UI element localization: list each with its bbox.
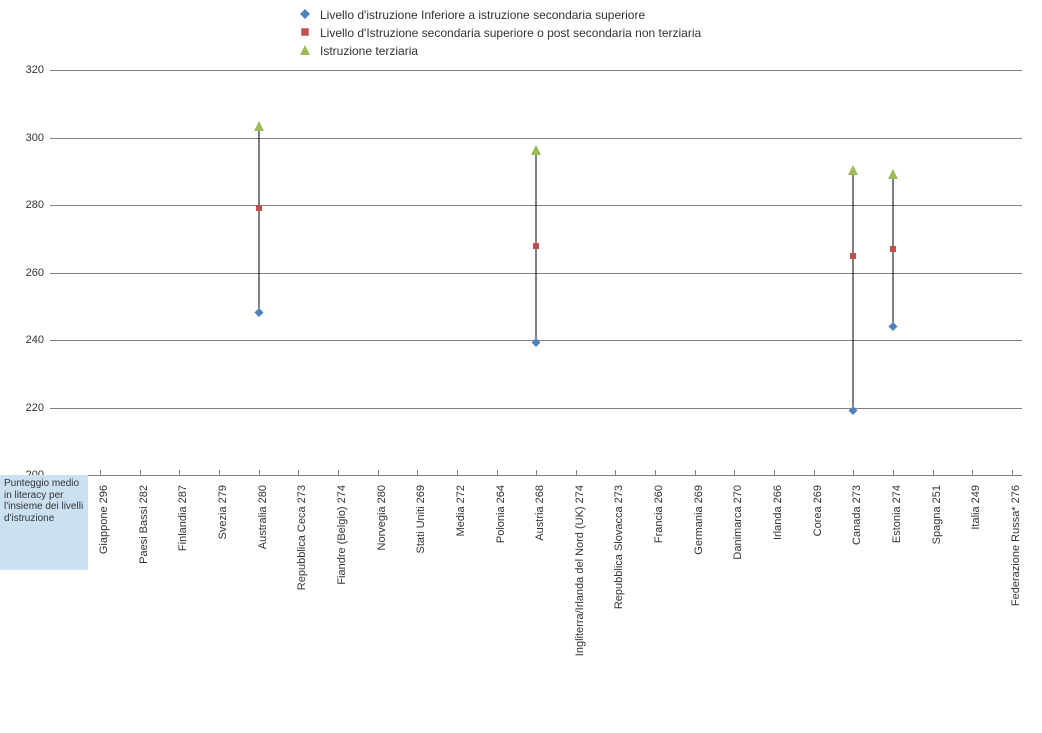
x-tick <box>259 470 260 475</box>
x-tick <box>100 470 101 475</box>
y-tick-label: 220 <box>26 402 44 414</box>
x-tick-label: Media 272 <box>455 485 467 536</box>
y-tick-label: 280 <box>26 199 44 211</box>
x-tick-label: Austria 268 <box>534 485 546 541</box>
legend-item: Livello d'istruzione Inferiore a istruzi… <box>300 8 701 22</box>
series-stem <box>258 127 259 313</box>
triangle-icon <box>888 166 898 184</box>
x-tick <box>695 470 696 475</box>
square-icon <box>255 199 263 217</box>
x-axis: Giappone 296 Paesi Bassi 282 Finlandia 287… <box>50 475 1022 733</box>
x-tick <box>893 470 894 475</box>
x-tick-label: Corea 269 <box>812 485 824 536</box>
x-tick <box>417 470 418 475</box>
x-tick-label: Fiandre (Belgio) 274 <box>336 485 348 585</box>
square-icon <box>532 237 540 255</box>
triangle-icon <box>254 118 264 136</box>
corner-label-text: Punteggio medio in literacy per l'insiem… <box>4 478 83 524</box>
diamond-icon <box>889 318 898 336</box>
x-tick-label: Svezia 279 <box>217 485 229 539</box>
gridline <box>50 408 1022 409</box>
x-tick-label: Norvegia 280 <box>376 485 388 550</box>
gridline <box>50 70 1022 71</box>
legend-label: Livello d'Istruzione secondaria superior… <box>320 26 701 40</box>
x-tick-label: Australia 280 <box>257 485 269 549</box>
x-tick <box>179 470 180 475</box>
y-tick-label: 320 <box>26 64 44 76</box>
triangle-icon <box>848 162 858 180</box>
x-tick <box>972 470 973 475</box>
diamond-icon <box>254 304 263 322</box>
x-tick-label: Finlandia 287 <box>177 485 189 551</box>
x-tick-label: Federazione Russa* 276 <box>1010 485 1022 606</box>
series-stem <box>853 171 854 411</box>
x-tick-label: Polonia 264 <box>495 485 507 543</box>
x-tick <box>298 470 299 475</box>
x-tick-label: Ingliterra/Irlanda del Nord (UK) 274 <box>574 485 586 656</box>
x-tick-label: Irlanda 266 <box>772 485 784 540</box>
diamond-icon <box>300 8 314 22</box>
x-tick <box>457 470 458 475</box>
square-icon <box>849 247 857 265</box>
x-tick-label: Estonia 274 <box>891 485 903 543</box>
x-tick-label: Spagna 251 <box>931 485 943 544</box>
x-tick-label: Giappone 296 <box>98 485 110 554</box>
triangle-icon <box>531 142 541 160</box>
x-tick-label: Francia 260 <box>653 485 665 543</box>
square-icon <box>300 26 314 40</box>
x-tick <box>536 470 537 475</box>
y-tick-label: 300 <box>26 132 44 144</box>
x-tick <box>219 470 220 475</box>
x-tick <box>655 470 656 475</box>
x-tick-label: Repubblica Ceca 273 <box>296 485 308 590</box>
x-tick-label: Italia 249 <box>970 485 982 530</box>
triangle-icon <box>300 44 314 58</box>
x-tick <box>576 470 577 475</box>
legend-item: Istruzione terziaria <box>300 44 701 58</box>
plot-area: 200220240260280300320 <box>50 70 1022 475</box>
chart-root: Livello d'istruzione Inferiore a istruzi… <box>0 0 1042 733</box>
x-tick <box>774 470 775 475</box>
x-tick <box>615 470 616 475</box>
x-tick <box>140 470 141 475</box>
x-tick-label: Danimarca 270 <box>732 485 744 560</box>
x-tick-label: Repubblica Slovacca 273 <box>613 485 625 609</box>
corner-label-box: Punteggio medio in literacy per l'insiem… <box>0 475 88 570</box>
x-tick-label: Canada 273 <box>851 485 863 545</box>
x-tick <box>338 470 339 475</box>
x-tick <box>853 470 854 475</box>
gridline <box>50 138 1022 139</box>
diamond-icon <box>849 402 858 420</box>
x-tick <box>814 470 815 475</box>
x-tick <box>378 470 379 475</box>
legend: Livello d'istruzione Inferiore a istruzi… <box>300 8 701 62</box>
x-tick-label: Stati Uniti 269 <box>415 485 427 553</box>
x-tick <box>734 470 735 475</box>
legend-label: Istruzione terziaria <box>320 44 418 58</box>
y-tick-label: 240 <box>26 334 44 346</box>
x-tick <box>1012 470 1013 475</box>
x-tick-label: Paesi Bassi 282 <box>138 485 150 564</box>
diamond-icon <box>532 334 541 352</box>
x-tick <box>497 470 498 475</box>
legend-item: Livello d'Istruzione secondaria superior… <box>300 26 701 40</box>
legend-label: Livello d'istruzione Inferiore a istruzi… <box>320 8 645 22</box>
x-tick-label: Germania 269 <box>693 485 705 555</box>
x-tick <box>933 470 934 475</box>
y-tick-label: 260 <box>26 267 44 279</box>
square-icon <box>889 240 897 258</box>
